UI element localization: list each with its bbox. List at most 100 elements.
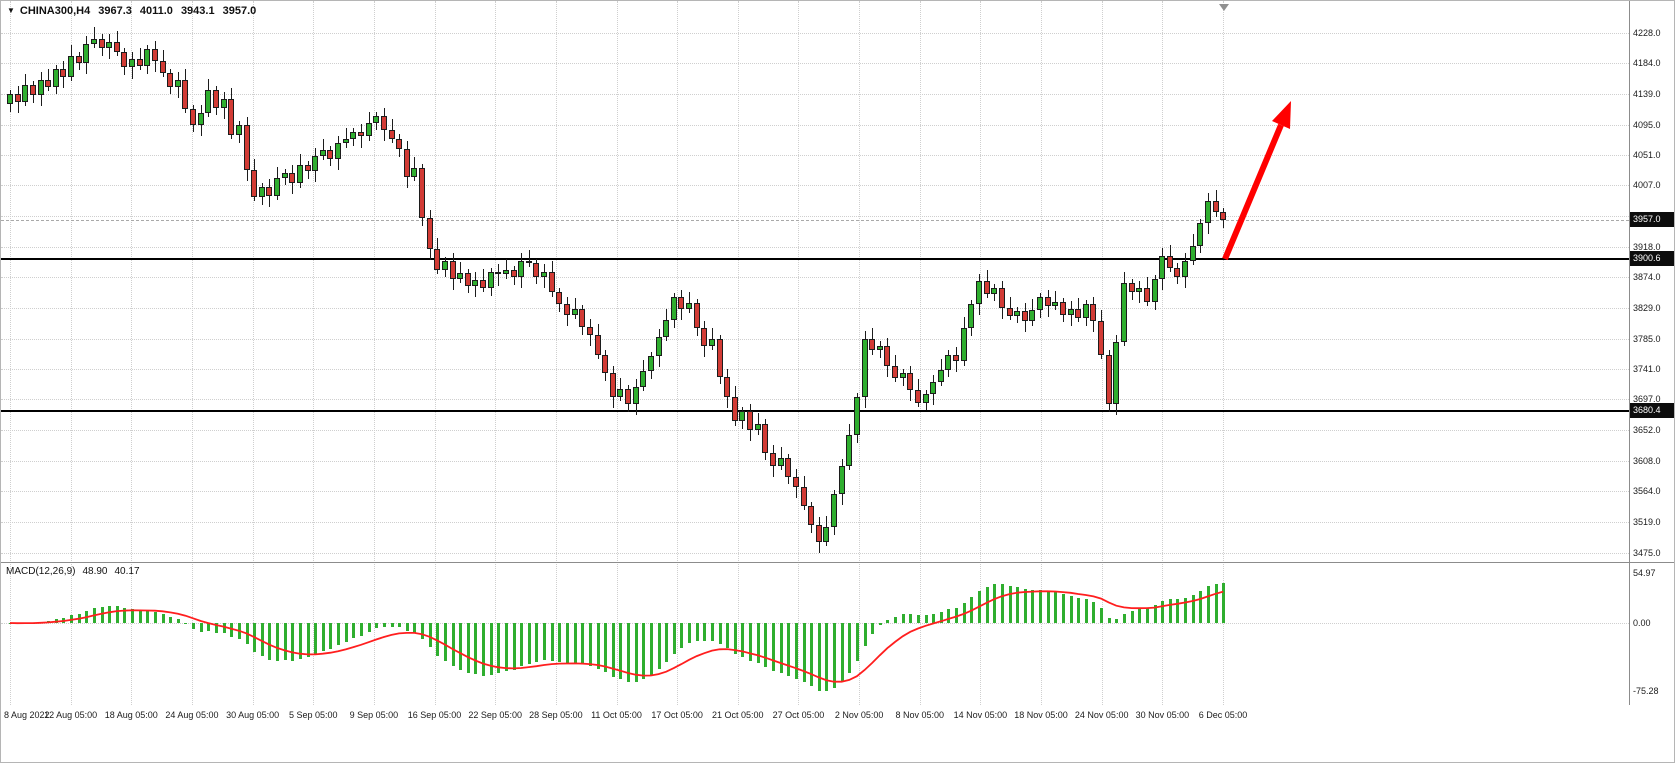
macd-tick-label: -75.28 <box>1633 686 1659 697</box>
candle <box>90 38 97 45</box>
macd-histogram-bar <box>886 619 890 623</box>
macd-histogram-bar <box>1184 597 1188 623</box>
macd-histogram-bar <box>703 623 707 642</box>
time-tick-label: 12 Aug 05:00 <box>44 710 98 720</box>
macd-pane[interactable]: MACD(12,26,9) 48.90 40.17 <box>1 563 1629 705</box>
hline-price-badge: 3900.6 <box>1630 250 1674 266</box>
macd-histogram-bar <box>672 623 676 654</box>
macd-histogram-bar <box>298 623 302 659</box>
time-tick-label: 18 Nov 05:00 <box>1014 710 1068 720</box>
gridline-h <box>1 124 1629 126</box>
macd-histogram-bar <box>1115 618 1119 623</box>
gridline-v <box>1041 1 1043 705</box>
macd-histogram-bar <box>1000 584 1004 623</box>
candle <box>1212 200 1219 213</box>
macd-histogram-bar <box>146 610 150 623</box>
candle <box>1006 307 1013 316</box>
macd-histogram-bar <box>291 623 295 661</box>
macd-histogram-bar <box>520 623 524 667</box>
candle <box>1105 354 1112 405</box>
gridline-v <box>252 1 254 705</box>
horizontal-line-lower[interactable] <box>1 409 1629 412</box>
macd-histogram-bar <box>153 611 157 623</box>
price-tick-label: 3829.0 <box>1633 303 1661 314</box>
candle <box>365 122 372 137</box>
macd-histogram-bar <box>764 623 768 668</box>
candle <box>327 150 334 159</box>
macd-histogram-bar <box>352 623 356 639</box>
time-tick-label: 24 Aug 05:00 <box>165 710 219 720</box>
macd-histogram-bar <box>1153 605 1157 623</box>
macd-histogram-bar <box>382 623 386 627</box>
macd-histogram-bar <box>1107 617 1111 623</box>
candle <box>953 354 960 362</box>
macd-histogram-bar <box>329 623 333 649</box>
gridline-macd-zero <box>1 623 1629 624</box>
candle <box>663 320 670 337</box>
candle <box>335 143 342 159</box>
time-axis[interactable]: 8 Aug 2022 12 Aug 05:00 18 Aug 05:00 24 Aug… <box>1 705 1674 762</box>
candle <box>1189 245 1196 261</box>
price-tick-label: 3874.0 <box>1633 272 1661 283</box>
gridline-h <box>1 369 1629 371</box>
candle <box>304 165 311 171</box>
macd-indicator-label: MACD(12,26,9) 48.90 40.17 <box>6 566 140 577</box>
pane-separator[interactable] <box>1 562 1674 563</box>
current-price-line <box>1 219 1629 221</box>
gridline-v <box>555 1 557 705</box>
price-tick-label: 3785.0 <box>1633 333 1661 344</box>
candle <box>1090 304 1097 322</box>
candle <box>22 85 29 102</box>
horizontal-line-upper[interactable] <box>1 257 1629 260</box>
trend-arrow[interactable] <box>1 1 1629 562</box>
macd-histogram-bar <box>321 623 325 651</box>
candle <box>1182 260 1189 277</box>
macd-histogram-bar <box>504 623 508 672</box>
ohlc-low: 3943.1 <box>180 5 215 17</box>
macd-histogram-bar <box>794 623 798 679</box>
price-axis[interactable]: 4228.0 4184.0 4139.0 4095.0 4051.0 4007.0 3918… <box>1629 1 1674 705</box>
macd-histogram-bar <box>176 618 180 623</box>
time-tick-label: 17 Oct 05:00 <box>651 710 703 720</box>
macd-histogram-bar <box>207 623 211 632</box>
candle <box>716 338 723 377</box>
candle <box>167 73 174 87</box>
candle <box>869 338 876 351</box>
candle <box>525 260 532 263</box>
macd-histogram-bar <box>428 623 432 648</box>
macd-histogram-bar <box>1100 607 1104 623</box>
price-tick-label: 4228.0 <box>1633 28 1661 38</box>
macd-histogram-bar <box>863 623 867 646</box>
gridline-v <box>495 1 497 705</box>
gridline-v <box>191 1 193 705</box>
candle <box>190 108 197 125</box>
candle <box>274 177 281 196</box>
candle <box>350 131 357 139</box>
macd-histogram-bar <box>276 623 280 661</box>
candle <box>45 79 52 87</box>
macd-histogram-bar <box>466 623 470 673</box>
candle <box>571 309 578 315</box>
candle <box>846 435 853 467</box>
macd-histogram-bar <box>871 623 875 635</box>
candle <box>14 93 21 102</box>
candle <box>1059 302 1066 315</box>
symbol-dropdown-icon[interactable]: ▼ <box>7 6 15 15</box>
macd-histogram-bar <box>184 623 188 624</box>
gridline-h <box>1 277 1629 279</box>
candle <box>37 79 44 96</box>
macd-histogram-bar <box>825 623 829 692</box>
time-tick-label: 30 Nov 05:00 <box>1135 710 1190 720</box>
macd-histogram-bar <box>131 609 135 623</box>
candle <box>632 386 639 405</box>
price-pane[interactable]: ▼ CHINA300,H4 3967.3 4011.0 3943.1 3957.0 <box>1 1 1629 562</box>
candle <box>258 186 265 198</box>
macd-histogram-bar <box>138 610 142 623</box>
gridline-h <box>1 185 1629 187</box>
macd-histogram-bar <box>375 623 379 629</box>
candle <box>342 138 349 144</box>
macd-histogram-bar <box>741 623 745 657</box>
macd-histogram-bar <box>1176 599 1180 623</box>
gridline-h <box>1 94 1629 96</box>
